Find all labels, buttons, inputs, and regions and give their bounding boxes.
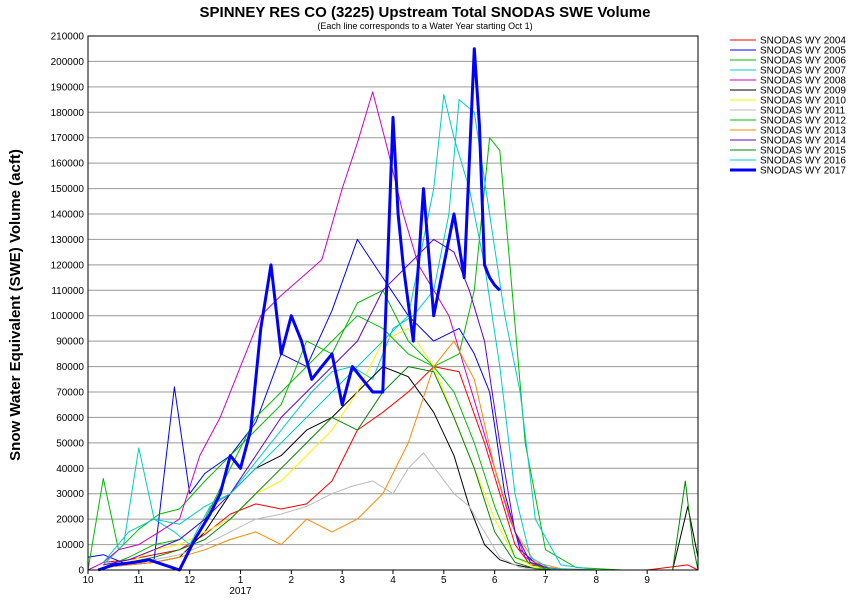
y-axis-ticks: 0 10000 20000 30000 40000 50000 60000 70000 8000…	[51, 32, 85, 577]
legend-label: SNODAS WY 2016	[760, 156, 846, 167]
y-tick-label: 20000	[56, 515, 84, 526]
x-tick-label: 5	[441, 575, 447, 586]
y-tick-label: 130000	[51, 235, 85, 246]
y-tick-label: 210000	[51, 32, 85, 43]
x-tick-label: 2	[289, 575, 295, 586]
series-line	[102, 99, 698, 571]
series-line	[103, 452, 698, 571]
y-tick-label: 50000	[56, 438, 84, 449]
x-tick-label: 8	[594, 575, 600, 586]
y-tick-label: 30000	[56, 489, 84, 500]
y-tick-label: 160000	[51, 159, 85, 170]
series-line	[103, 340, 698, 571]
y-tick-label: 90000	[56, 337, 84, 348]
series-line	[102, 94, 698, 571]
x-tick-label: 9	[644, 575, 650, 586]
series-line	[87, 91, 698, 571]
y-tick-label: 170000	[51, 133, 85, 144]
legend-label: SNODAS WY 2011	[760, 106, 846, 117]
legend-label: SNODAS WY 2017	[760, 166, 846, 177]
x-tick-label: 12	[184, 575, 196, 586]
legend-label: SNODAS WY 2012	[760, 116, 846, 127]
series-line	[103, 327, 698, 571]
series-line	[103, 238, 698, 571]
series-line	[87, 137, 698, 571]
x-tick-sublabel: 2017	[229, 586, 252, 597]
y-tick-label: 40000	[56, 464, 84, 475]
y-tick-label: 110000	[51, 286, 84, 297]
y-tick-label: 80000	[56, 362, 84, 373]
series-line	[97, 47, 501, 572]
y-tick-label: 120000	[51, 260, 85, 271]
x-tick-label: 7	[543, 575, 549, 586]
y-tick-label: 180000	[51, 108, 85, 119]
chart-title: SPINNEY RES CO (3225) Upstream Total SNO…	[200, 4, 651, 21]
legend-label: SNODAS WY 2006	[760, 56, 846, 67]
legend-label: SNODAS WY 2009	[760, 86, 846, 97]
legend-label: SNODAS WY 2015	[760, 146, 846, 157]
legend-label: SNODAS WY 2004	[760, 36, 846, 47]
series-lines	[87, 47, 699, 572]
x-tick-label: 1	[238, 575, 244, 586]
y-tick-label: 60000	[56, 413, 84, 424]
y-axis-label: Snow Water Equivalent (SWE) Volume (acft…	[7, 149, 24, 461]
y-tick-label: 0	[78, 566, 84, 577]
legend-label: SNODAS WY 2005	[760, 46, 846, 57]
y-tick-label: 140000	[51, 210, 85, 221]
y-tick-label: 150000	[51, 184, 85, 195]
x-tick-label: 4	[390, 575, 396, 586]
legend-label: SNODAS WY 2010	[760, 96, 846, 107]
chart-subtitle: (Each line corresponds to a Water Year s…	[317, 21, 532, 31]
legend-label: SNODAS WY 2014	[760, 136, 846, 147]
x-tick-label: 3	[339, 575, 345, 586]
legend-label: SNODAS WY 2013	[760, 126, 846, 137]
y-tick-label: 200000	[51, 57, 85, 68]
plot-frame	[87, 35, 699, 571]
legend-label: SNODAS WY 2008	[760, 76, 846, 87]
y-tick-label: 190000	[51, 82, 85, 93]
y-tick-label: 100000	[51, 311, 85, 322]
y-tick-label: 10000	[56, 540, 84, 551]
x-tick-label: 11	[134, 575, 145, 586]
y-tick-label: 70000	[56, 388, 84, 399]
x-tick-label: 10	[82, 575, 94, 586]
legend-label: SNODAS WY 2007	[760, 66, 846, 77]
x-tick-label: 6	[492, 575, 498, 586]
